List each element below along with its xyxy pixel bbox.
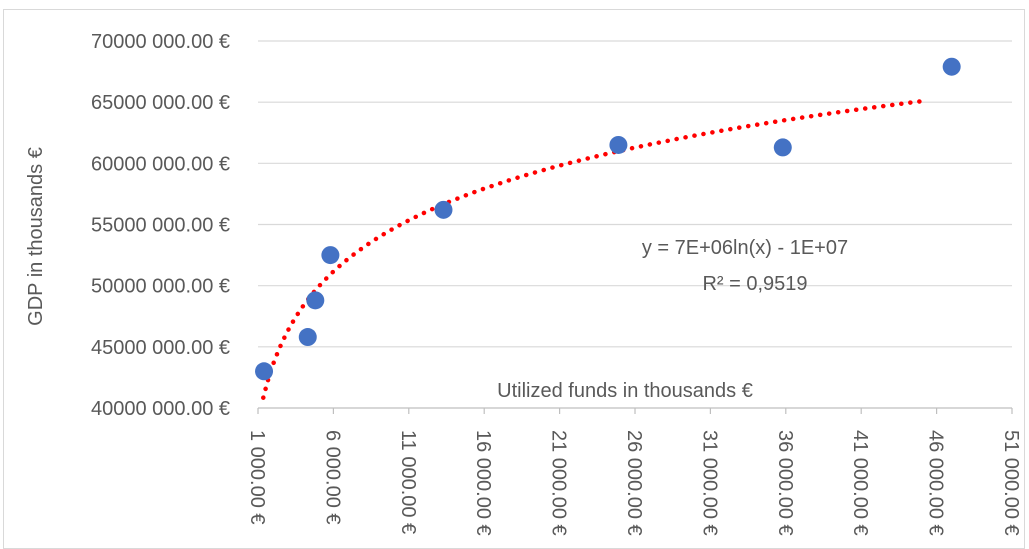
y-tick-label: 55000 000.00 € — [91, 215, 230, 237]
x-tick-label: 26 000.00 € — [623, 430, 645, 536]
x-tick-label: 11 000.00 € — [397, 430, 419, 534]
x-tick-label: 46 000.00 € — [925, 430, 947, 536]
x-tick-label: 51 000.00 € — [1000, 430, 1022, 536]
data-point — [773, 138, 792, 157]
trendline-equation: y = 7E+06ln(x) - 1E+07 — [642, 237, 848, 259]
x-tick-label: 6 000.00 € — [321, 430, 343, 525]
data-point — [942, 57, 961, 76]
data-point — [321, 246, 340, 265]
data-point — [609, 135, 628, 154]
data-point — [434, 200, 453, 219]
y-axis-tick-labels: 40000 000.00 € 45000 000.00 € 50000 000.00… — [91, 31, 230, 420]
y-tick-label: 40000 000.00 € — [91, 398, 230, 420]
y-tick-label: 65000 000.00 € — [91, 92, 230, 114]
gridlines — [258, 40, 1012, 348]
y-tick-label: 50000 000.00 € — [91, 276, 230, 298]
y-tick-label: 60000 000.00 € — [91, 153, 230, 175]
data-point — [298, 328, 317, 347]
data-point — [255, 362, 274, 381]
y-tick-label: 70000 000.00 € — [91, 31, 230, 53]
x-axis-tick-labels: 1 000.00 € 6 000.00 € 11 000.00 € 16 000.00… — [246, 430, 1022, 536]
y-tick-label: 45000 000.00 € — [91, 337, 230, 359]
scatter-chart: 40000 000.00 € 45000 000.00 € 50000 000.00… — [25, 31, 1022, 536]
data-points — [255, 57, 961, 381]
x-tick-label: 36 000.00 € — [774, 430, 796, 536]
x-axis-ticks — [257, 408, 1013, 414]
x-tick-label: 31 000.00 € — [698, 430, 720, 536]
x-tick-label: 21 000.00 € — [548, 430, 570, 536]
trendline-r-squared: R² = 0,9519 — [702, 273, 807, 295]
x-tick-label: 1 000.00 € — [246, 430, 268, 525]
x-tick-label: 41 000.00 € — [849, 430, 871, 536]
data-point — [306, 291, 325, 310]
x-axis-title: Utilized funds in thousands € — [497, 380, 753, 402]
trendline — [261, 98, 930, 400]
x-tick-label: 16 000.00 € — [472, 430, 494, 536]
y-axis-title: GDP in thousands € — [25, 147, 47, 326]
